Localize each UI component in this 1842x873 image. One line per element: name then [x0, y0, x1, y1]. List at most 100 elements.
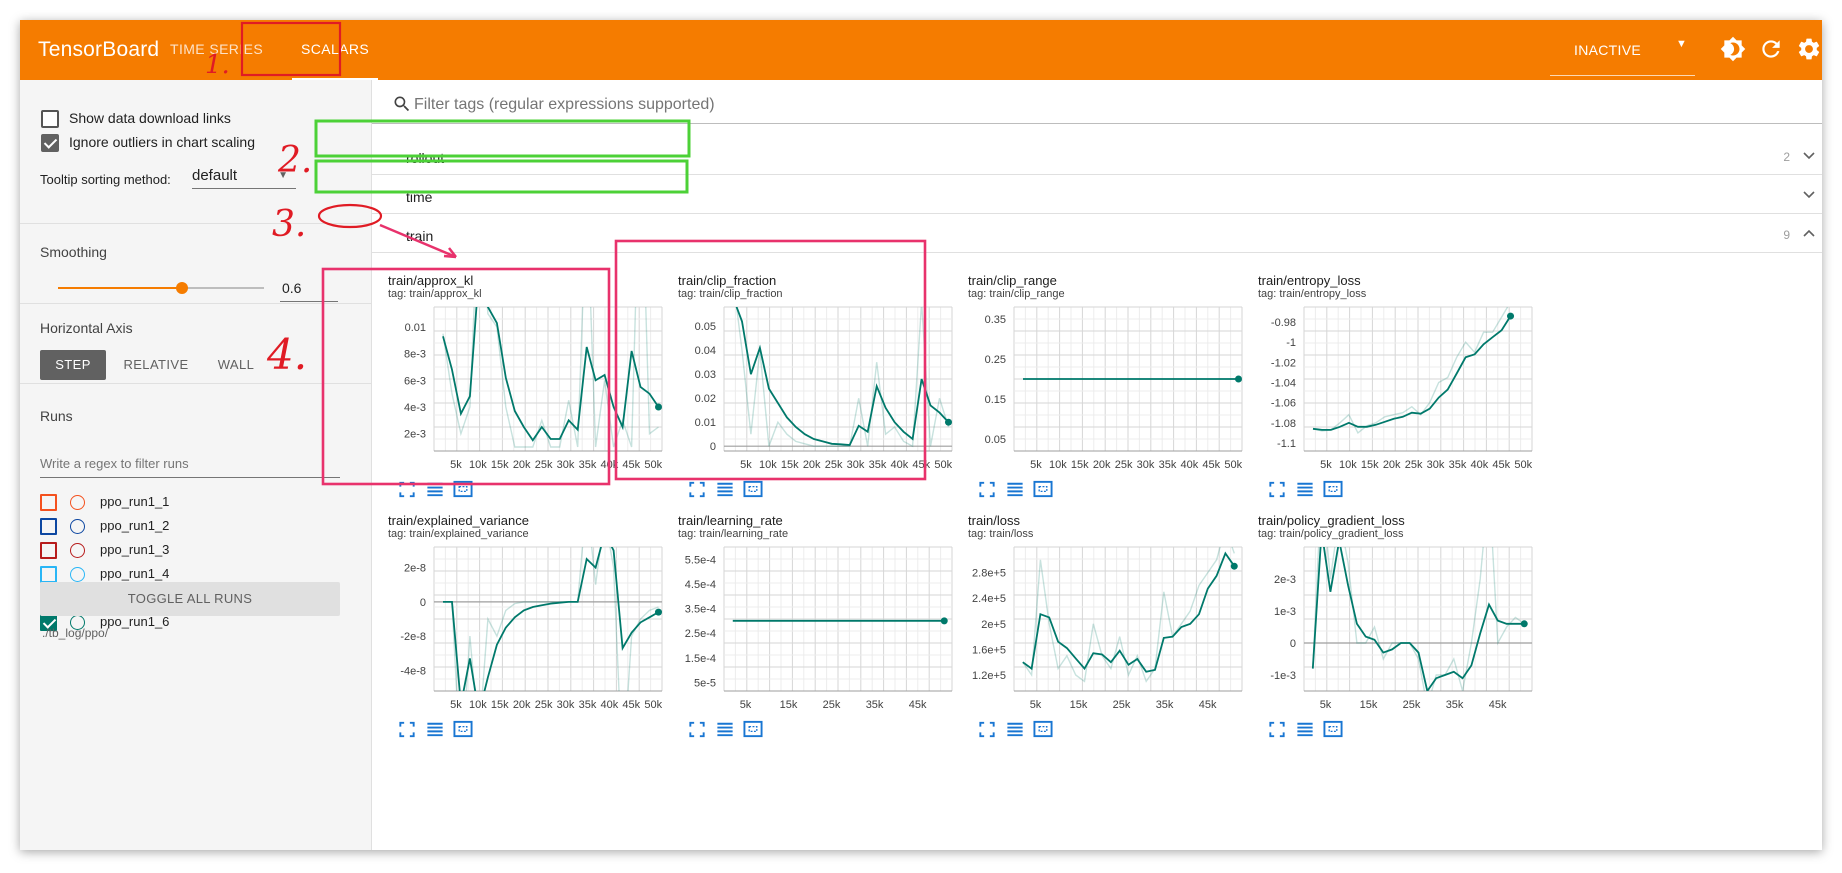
run-row[interactable]: ppo_run1_3: [40, 540, 340, 562]
raw-series-line: [1312, 547, 1525, 691]
x-tick-label: 45k: [622, 699, 640, 711]
chart-plot[interactable]: 0.01 8e-3 6e-3 4e-3 2e-3 5k 10k 15k 20k 25k 30k 35k…: [372, 299, 672, 477]
x-tick-label: 5k: [450, 699, 462, 711]
settings-icon[interactable]: [1796, 36, 1822, 62]
data-table-icon[interactable]: [1294, 479, 1316, 499]
fullscreen-icon[interactable]: [976, 719, 998, 739]
fit-domain-icon[interactable]: [1032, 719, 1054, 739]
x-tick-label: 25k: [823, 699, 841, 711]
y-tick-label: 2e-8: [404, 563, 426, 575]
fullscreen-icon[interactable]: [396, 479, 418, 499]
logdir-label: ./tb_log/ppo/: [42, 626, 109, 640]
fit-domain-icon[interactable]: [742, 719, 764, 739]
y-tick-label: 3.5e-4: [685, 604, 716, 616]
smoothing-value-input[interactable]: 0.6: [280, 280, 338, 302]
run-color-swatch[interactable]: [70, 567, 85, 582]
x-tick-label: 20k: [1093, 459, 1111, 471]
chart-plot[interactable]: -0.98 -1 -1.02 -1.04 -1.06 -1.08 -1.1 5k 10k 15k 2…: [1242, 299, 1542, 477]
fit-domain-icon[interactable]: [1322, 719, 1344, 739]
run-checkbox[interactable]: [40, 566, 57, 583]
tab-scalars[interactable]: SCALARS: [301, 41, 370, 57]
run-color-swatch[interactable]: [70, 495, 85, 510]
run-row[interactable]: ppo_run1_1: [40, 492, 340, 514]
data-table-icon[interactable]: [1004, 479, 1026, 499]
chart-title: train/explained_variance: [388, 513, 529, 528]
smoothing-slider-thumb[interactable]: [175, 282, 188, 294]
chevron-down-icon: [1803, 191, 1815, 199]
run-color-swatch[interactable]: [70, 519, 85, 534]
tag-filter-input[interactable]: Filter tags (regular expressions support…: [372, 80, 1822, 124]
data-table-icon[interactable]: [1294, 719, 1316, 739]
chart-plot[interactable]: 0.05 0.04 0.03 0.02 0.01 0 5k 10k 15k 20k 25k 30k 35…: [662, 299, 962, 477]
data-table-icon[interactable]: [714, 719, 736, 739]
y-tick-label: 8e-3: [404, 349, 426, 361]
run-checkbox[interactable]: [40, 542, 57, 559]
series-end-point: [940, 617, 948, 625]
x-tick-label: 15k: [1071, 459, 1089, 471]
fullscreen-icon[interactable]: [976, 479, 998, 499]
y-tick-label: -1.1: [1277, 438, 1296, 450]
fit-domain-icon[interactable]: [1322, 479, 1344, 499]
x-tick-label: 15k: [491, 459, 509, 471]
y-tick-label: 0.25: [985, 354, 1006, 366]
runs-filter-input[interactable]: Write a regex to filter runs: [40, 452, 340, 478]
refresh-icon[interactable]: [1758, 36, 1784, 62]
fit-domain-icon[interactable]: [742, 479, 764, 499]
series-end-point: [944, 418, 952, 426]
run-checkbox[interactable]: [40, 518, 57, 535]
x-tick-label: 5k: [1320, 459, 1332, 471]
data-table-icon[interactable]: [1004, 719, 1026, 739]
horizontal-axis-section: Horizontal Axis STEP RELATIVE WALL: [20, 304, 372, 384]
smoothed-series-line: [735, 307, 950, 446]
fit-domain-icon[interactable]: [1032, 479, 1054, 499]
category-train[interactable]: train 9: [372, 215, 1822, 253]
chart-title: train/learning_rate: [678, 513, 783, 528]
toggle-all-runs-button[interactable]: TOGGLE ALL RUNS: [40, 582, 340, 616]
y-tick-label: 0: [710, 441, 716, 453]
chart-plot[interactable]: 2e-8 0 -2e-8 -4e-8 5k 10k 15k 20k 25k 30k 35k 40k 45…: [372, 539, 672, 717]
x-tick-label: 30k: [557, 699, 575, 711]
chart-plot[interactable]: 0.35 0.25 0.15 0.05 5k 10k 15k 20k 25k 30k 35k 40k 4…: [952, 299, 1252, 477]
chart-card: train/learning_rate tag: train/learning_r…: [662, 513, 962, 753]
run-row[interactable]: ppo_run1_2: [40, 516, 340, 538]
fullscreen-icon[interactable]: [1266, 479, 1288, 499]
run-color-swatch[interactable]: [70, 543, 85, 558]
fit-domain-icon[interactable]: [452, 719, 474, 739]
fullscreen-icon[interactable]: [686, 479, 708, 499]
show-download-links-label: Show data download links: [69, 110, 231, 126]
chart-plot[interactable]: 5.5e-4 4.5e-4 3.5e-4 2.5e-4 1.5e-4 5e-5 5k 15k 2…: [662, 539, 962, 717]
y-tick-label: -1.06: [1271, 398, 1296, 410]
tooltip-sorting-select[interactable]: default ▼: [192, 163, 296, 189]
series-end-point: [1520, 620, 1528, 628]
tab-time-series[interactable]: TIME SERIES: [170, 41, 264, 57]
tag-filter-placeholder: Filter tags (regular expressions support…: [414, 96, 715, 113]
chart-plot[interactable]: 2e-3 1e-3 0 -1e-3 5k 15k 25k 35k 45k: [1242, 539, 1542, 717]
fullscreen-icon[interactable]: [396, 719, 418, 739]
fullscreen-icon[interactable]: [1266, 719, 1288, 739]
run-checkbox[interactable]: [40, 494, 57, 511]
show-download-links-checkbox[interactable]: [41, 110, 59, 128]
smoothing-slider[interactable]: [58, 282, 264, 294]
category-time[interactable]: time: [372, 176, 1822, 214]
theme-icon[interactable]: [1720, 36, 1746, 62]
fullscreen-icon[interactable]: [686, 719, 708, 739]
y-tick-label: 0.05: [985, 434, 1006, 446]
run-state-value: INACTIVE: [1574, 42, 1641, 58]
category-rollout[interactable]: rollout 2: [372, 137, 1822, 175]
axis-step-button[interactable]: STEP: [40, 350, 106, 380]
data-table-icon[interactable]: [424, 479, 446, 499]
data-table-icon[interactable]: [424, 719, 446, 739]
tensorboard-window: TensorBoard TIME SERIES SCALARS INACTIVE…: [20, 20, 1822, 850]
active-tab-indicator: [292, 78, 378, 80]
run-row[interactable]: ppo_run1_6: [40, 612, 340, 634]
fit-domain-icon[interactable]: [452, 479, 474, 499]
series-end-point: [1230, 562, 1238, 570]
axis-wall-button[interactable]: WALL: [217, 357, 255, 372]
category-count: 9: [1783, 228, 1790, 242]
ignore-outliers-checkbox[interactable]: [41, 134, 59, 152]
run-state-select[interactable]: INACTIVE ▼: [1550, 20, 1695, 76]
chart-toolbar: [686, 479, 806, 499]
axis-relative-button[interactable]: RELATIVE: [123, 357, 189, 372]
chart-plot[interactable]: 2.8e+5 2.4e+5 2e+5 1.6e+5 1.2e+5 5k 15k 25k 35k 4…: [952, 539, 1252, 717]
data-table-icon[interactable]: [714, 479, 736, 499]
